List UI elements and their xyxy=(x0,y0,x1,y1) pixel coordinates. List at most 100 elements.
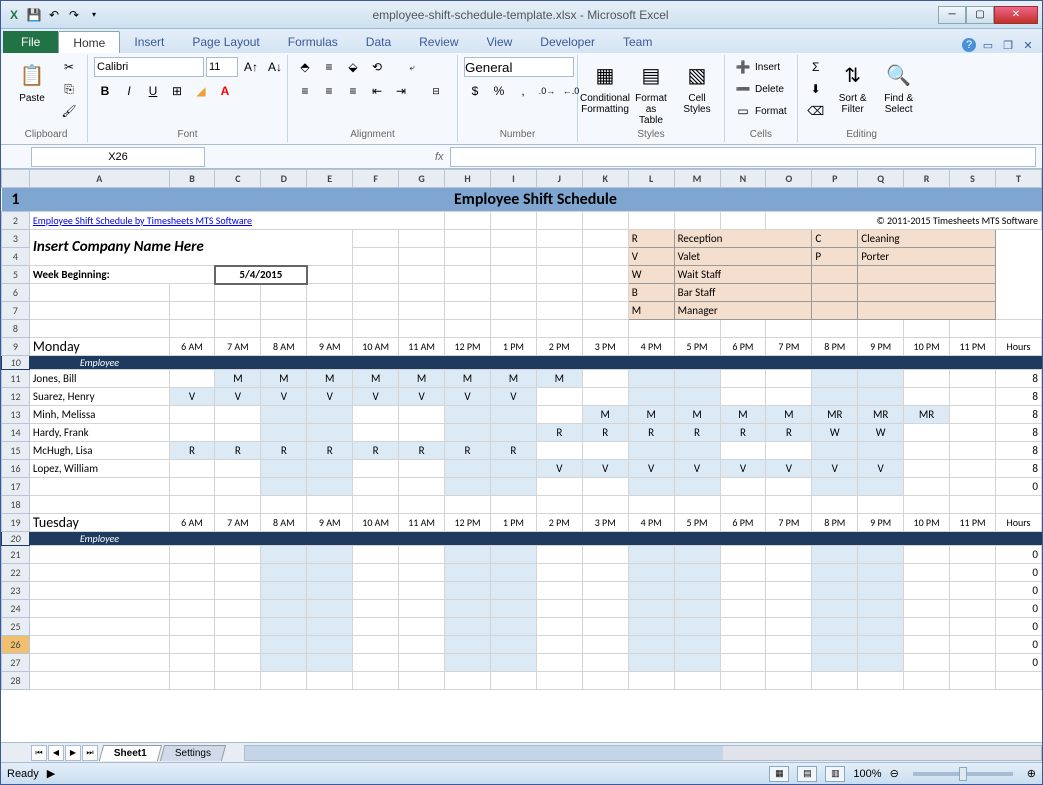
col-header-C[interactable]: C xyxy=(215,170,261,188)
shift-cell[interactable] xyxy=(215,564,261,582)
tab-data[interactable]: Data xyxy=(352,31,405,53)
minimize-ribbon-icon[interactable]: ▭ xyxy=(980,37,996,53)
border-button[interactable]: ⊞ xyxy=(166,81,188,101)
col-header-Q[interactable]: Q xyxy=(858,170,904,188)
shift-cell[interactable] xyxy=(445,460,491,478)
shift-cell[interactable] xyxy=(720,582,766,600)
shift-cell[interactable]: M xyxy=(445,370,491,388)
shift-cell[interactable] xyxy=(169,618,215,636)
shift-cell[interactable]: V xyxy=(445,388,491,406)
align-right-button[interactable]: ≡ xyxy=(342,81,364,101)
fill-button[interactable]: ⬇ xyxy=(804,79,828,99)
shift-cell[interactable] xyxy=(950,388,996,406)
copy-button[interactable]: ⎘ xyxy=(57,79,81,99)
maximize-button[interactable]: ▢ xyxy=(966,6,994,24)
page-layout-view-button[interactable]: ▤ xyxy=(797,766,817,782)
shift-cell[interactable] xyxy=(215,424,261,442)
col-header-O[interactable]: O xyxy=(766,170,812,188)
autosum-button[interactable]: Σ xyxy=(804,57,828,77)
shift-cell[interactable]: W xyxy=(858,424,904,442)
col-header-B[interactable]: B xyxy=(169,170,215,188)
format-as-table-button[interactable]: ▤Format as Table xyxy=(630,57,672,128)
align-center-button[interactable]: ≡ xyxy=(318,81,340,101)
shift-cell[interactable]: M xyxy=(628,406,674,424)
shift-cell[interactable] xyxy=(399,424,445,442)
shift-cell[interactable] xyxy=(490,546,536,564)
shift-cell[interactable] xyxy=(904,618,950,636)
help-icon[interactable]: ? xyxy=(962,38,976,52)
shift-cell[interactable] xyxy=(536,618,582,636)
col-header-T[interactable]: T xyxy=(995,170,1041,188)
shift-cell[interactable] xyxy=(858,582,904,600)
shift-cell[interactable]: V xyxy=(399,388,445,406)
find-select-button[interactable]: 🔍Find & Select xyxy=(878,57,920,117)
shift-cell[interactable] xyxy=(261,406,307,424)
shift-cell[interactable] xyxy=(766,600,812,618)
shift-cell[interactable]: MR xyxy=(812,406,858,424)
shift-cell[interactable] xyxy=(307,406,353,424)
shift-cell[interactable] xyxy=(215,406,261,424)
shift-cell[interactable] xyxy=(766,388,812,406)
shift-cell[interactable] xyxy=(950,370,996,388)
shift-cell[interactable]: M xyxy=(399,370,445,388)
merge-button[interactable]: ⊟ xyxy=(414,81,458,101)
col-header-E[interactable]: E xyxy=(307,170,353,188)
macro-record-icon[interactable]: ▶ xyxy=(47,767,55,780)
shift-cell[interactable] xyxy=(720,636,766,654)
col-header-M[interactable]: M xyxy=(674,170,720,188)
shift-cell[interactable]: M xyxy=(490,370,536,388)
redo-icon[interactable]: ↷ xyxy=(65,6,83,24)
percent-button[interactable]: % xyxy=(488,81,510,101)
employee-name[interactable]: McHugh, Lisa xyxy=(29,442,169,460)
shift-cell[interactable]: V xyxy=(169,388,215,406)
shift-cell[interactable] xyxy=(582,600,628,618)
delete-cells-button[interactable]: ➖Delete xyxy=(731,79,791,99)
shift-cell[interactable]: V xyxy=(628,460,674,478)
shift-cell[interactable] xyxy=(445,564,491,582)
tab-home[interactable]: Home xyxy=(58,31,120,53)
shift-cell[interactable]: M xyxy=(353,370,399,388)
tab-page-layout[interactable]: Page Layout xyxy=(178,31,273,53)
col-header-R[interactable]: R xyxy=(904,170,950,188)
col-header-S[interactable]: S xyxy=(950,170,996,188)
shift-cell[interactable] xyxy=(490,564,536,582)
shift-cell[interactable]: R xyxy=(215,442,261,460)
employee-name[interactable]: Hardy, Frank xyxy=(29,424,169,442)
cut-button[interactable]: ✂ xyxy=(57,57,81,77)
bold-button[interactable]: B xyxy=(94,81,116,101)
shift-cell[interactable] xyxy=(628,636,674,654)
shift-cell[interactable] xyxy=(215,582,261,600)
template-link[interactable]: Employee Shift Schedule by Timesheets MT… xyxy=(29,212,444,230)
shift-cell[interactable] xyxy=(904,424,950,442)
col-header-J[interactable]: J xyxy=(536,170,582,188)
shift-cell[interactable] xyxy=(858,370,904,388)
shift-cell[interactable] xyxy=(490,618,536,636)
shift-cell[interactable]: R xyxy=(536,424,582,442)
tab-team[interactable]: Team xyxy=(609,31,666,53)
employee-name[interactable]: Jones, Bill xyxy=(29,370,169,388)
shift-cell[interactable] xyxy=(169,600,215,618)
shift-cell[interactable]: M xyxy=(582,406,628,424)
shift-cell[interactable] xyxy=(307,600,353,618)
shift-cell[interactable]: V xyxy=(215,388,261,406)
shift-cell[interactable]: V xyxy=(674,460,720,478)
shift-cell[interactable] xyxy=(169,564,215,582)
tab-developer[interactable]: Developer xyxy=(526,31,609,53)
shift-cell[interactable] xyxy=(307,582,353,600)
shift-cell[interactable] xyxy=(582,636,628,654)
shift-cell[interactable] xyxy=(536,388,582,406)
shift-cell[interactable] xyxy=(215,654,261,672)
shift-cell[interactable] xyxy=(399,460,445,478)
shift-cell[interactable] xyxy=(674,582,720,600)
shift-cell[interactable] xyxy=(490,582,536,600)
shift-cell[interactable]: V xyxy=(536,460,582,478)
shift-cell[interactable] xyxy=(307,460,353,478)
shift-cell[interactable]: R xyxy=(261,442,307,460)
shift-cell[interactable] xyxy=(445,618,491,636)
tab-nav-prev[interactable]: ◀ xyxy=(48,745,64,761)
shift-cell[interactable] xyxy=(399,582,445,600)
paste-button[interactable]: 📋 Paste xyxy=(11,57,53,106)
shift-cell[interactable] xyxy=(307,564,353,582)
shift-cell[interactable] xyxy=(766,582,812,600)
shift-cell[interactable] xyxy=(628,370,674,388)
